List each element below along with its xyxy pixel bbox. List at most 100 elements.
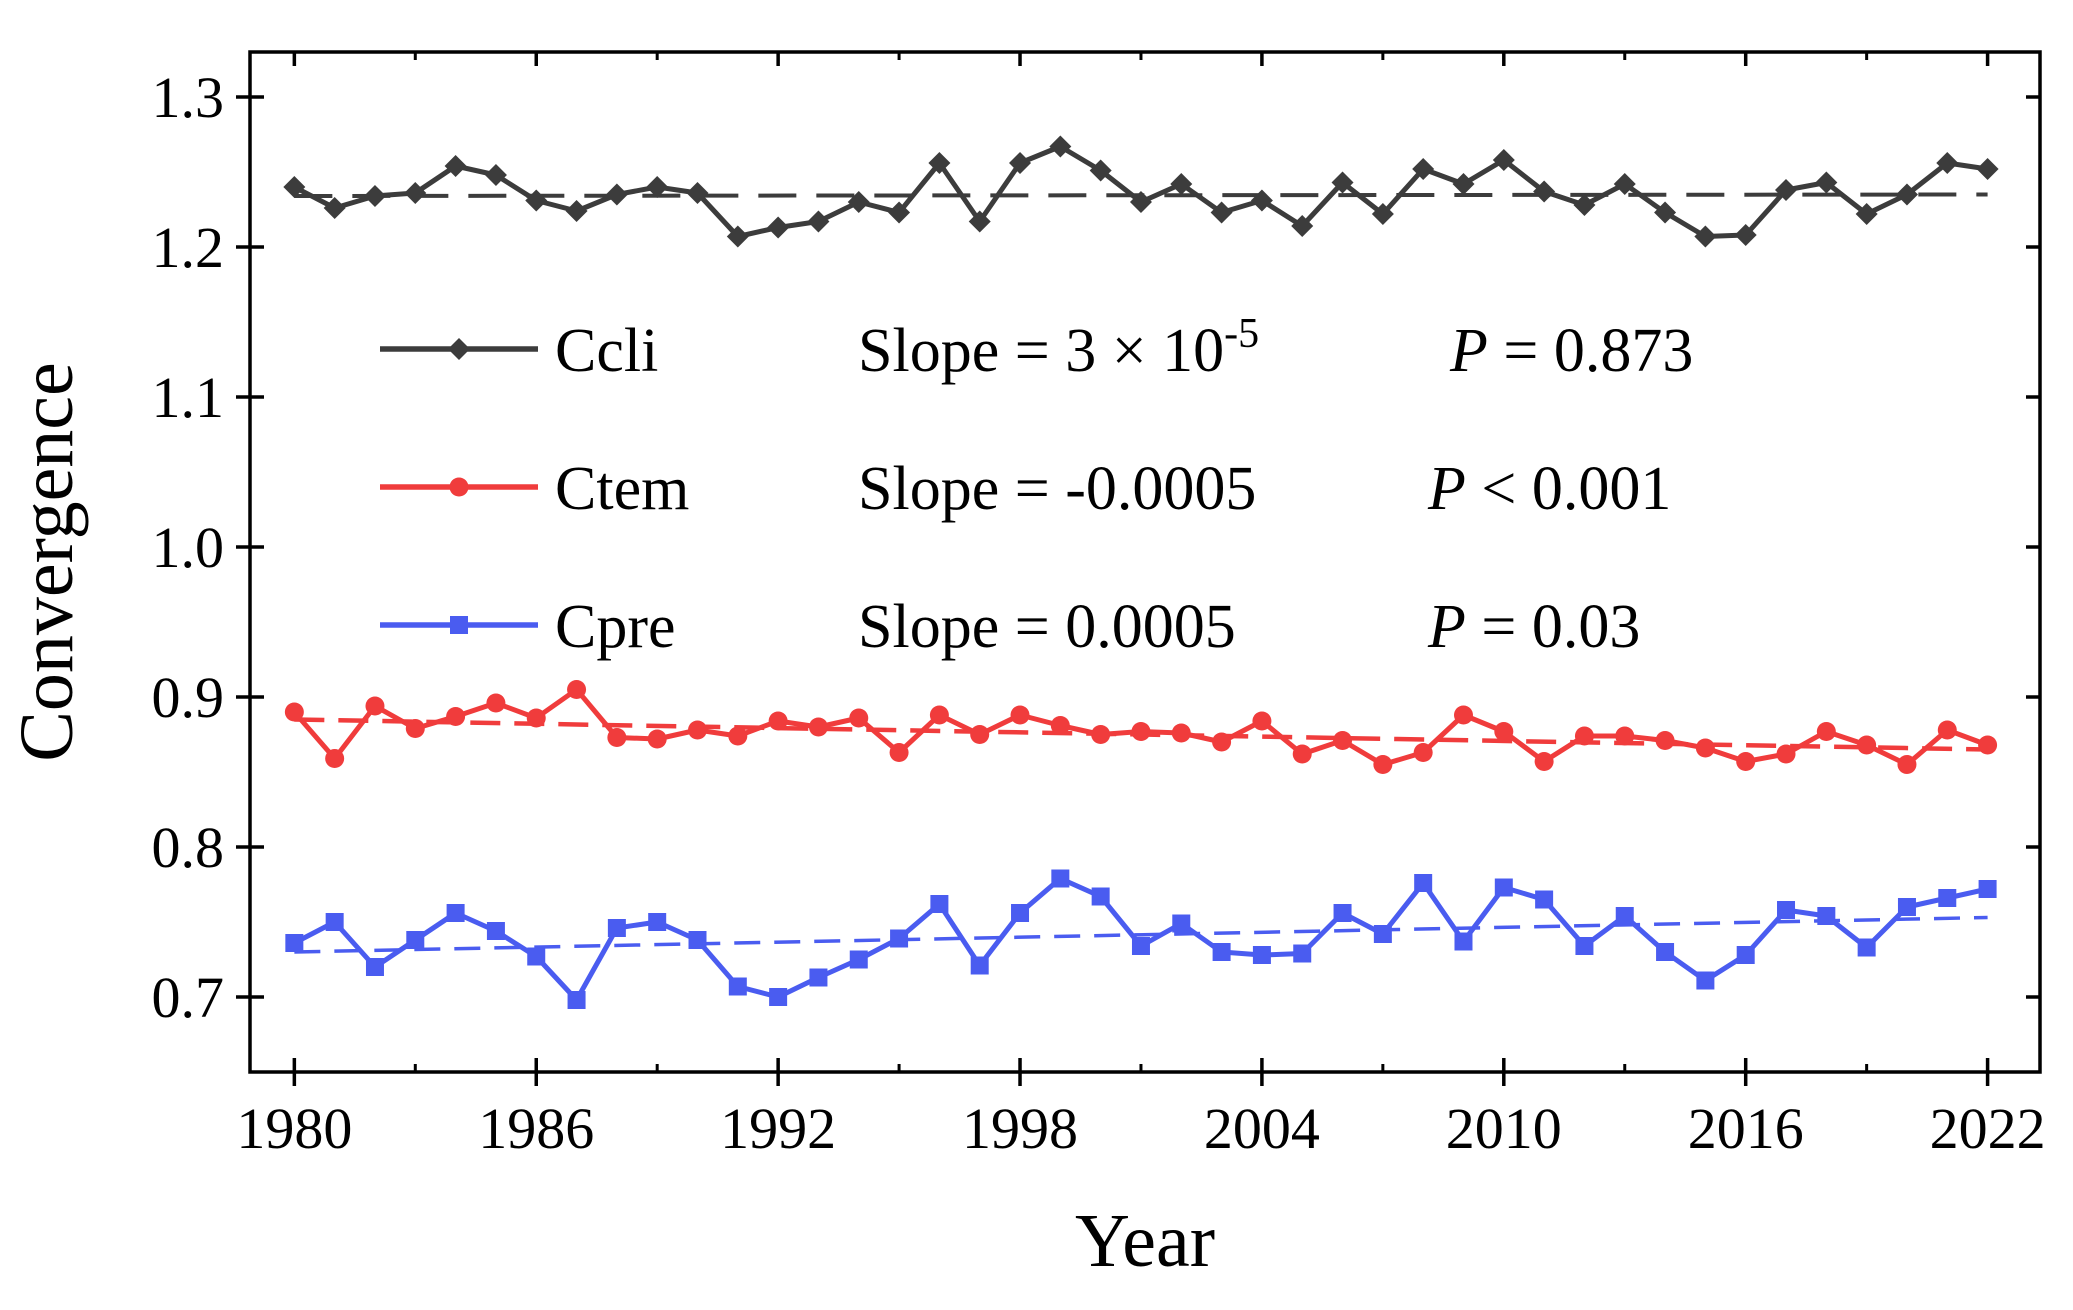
plot-frame	[248, 50, 2042, 1074]
data-point-cpre	[1414, 874, 1433, 892]
data-point-ccli	[1371, 203, 1394, 225]
x-tick-label: 2004	[1204, 1096, 1320, 1161]
y-tick-label: 1.0	[152, 515, 225, 580]
data-point-ctem	[1816, 722, 1836, 741]
data-point-ctem	[607, 728, 627, 747]
data-point-ccli	[1291, 215, 1314, 237]
data-point-ctem	[284, 702, 304, 722]
legend-row-ctem: Ctem Slope = -0.0005 P < 0.001	[380, 455, 1671, 523]
data-point-ccli	[283, 176, 306, 198]
data-point-cpre	[1615, 907, 1634, 925]
data-point-ccli	[726, 225, 749, 248]
data-point-ccli	[484, 164, 507, 186]
legend: Ccli Slope = 3 × 10-5 P = 0.873 Ctem Slope =…	[380, 311, 1693, 661]
data-point-cpre	[1575, 937, 1594, 955]
data-point-ctem	[1494, 722, 1514, 741]
data-point-cpre	[285, 934, 304, 952]
data-point-ccli	[1009, 152, 1032, 174]
data-point-cpre	[607, 919, 626, 937]
data-point-cpre	[1131, 937, 1150, 955]
data-point-ctem	[1373, 755, 1393, 774]
data-point-ctem	[1050, 716, 1070, 735]
data-point-ccli	[1775, 179, 1798, 201]
data-point-ctem	[1212, 732, 1232, 752]
data-point-ctem	[728, 726, 748, 746]
data-point-cpre	[769, 988, 788, 1006]
data-point-ctem	[1776, 744, 1796, 764]
data-point-ctem	[1131, 722, 1151, 741]
data-point-ctem	[1252, 711, 1272, 731]
data-point-ccli	[1331, 171, 1354, 194]
data-point-ctem	[970, 725, 990, 744]
data-point-ctem	[1292, 744, 1312, 764]
data-point-ctem	[1574, 726, 1594, 746]
data-point-ccli	[1210, 201, 1233, 224]
data-point-ctem	[1534, 752, 1554, 771]
data-point-ccli	[1089, 159, 1112, 182]
data-point-ctem	[849, 708, 869, 728]
data-point-ctem	[1413, 743, 1433, 762]
y-tick-label: 1.1	[152, 365, 225, 430]
legend-slope: Slope = -0.0005	[858, 455, 1256, 523]
legend-p-value: P < 0.001	[1427, 455, 1671, 523]
data-point-cpre	[728, 977, 747, 996]
data-point-cpre	[1777, 901, 1796, 919]
legend-marker	[450, 616, 468, 634]
data-point-ctem	[1453, 705, 1473, 725]
y-tick-label: 0.8	[152, 815, 225, 880]
data-point-ccli	[1694, 225, 1717, 248]
data-point-ctem	[647, 729, 667, 749]
data-point-ctem	[325, 749, 345, 768]
data-point-cpre	[1011, 904, 1030, 922]
x-tick-label: 2016	[1688, 1096, 1804, 1161]
data-point-ccli	[1613, 173, 1636, 195]
data-point-cpre	[688, 931, 707, 949]
data-point-cpre	[1212, 943, 1231, 961]
data-point-ccli	[565, 200, 588, 222]
data-point-ctem	[1010, 705, 1030, 725]
legend-slope: Slope = 0.0005	[858, 593, 1236, 661]
data-point-ctem	[365, 696, 385, 716]
data-point-ctem	[567, 680, 587, 699]
data-point-cpre	[1897, 898, 1916, 916]
data-point-cpre	[1938, 889, 1957, 907]
data-point-cpre	[567, 991, 586, 1009]
data-point-cpre	[890, 929, 909, 948]
data-point-ccli	[1533, 180, 1556, 203]
data-point-ctem	[1937, 720, 1957, 740]
data-point-ctem	[1615, 726, 1635, 746]
x-tick-label: 1998	[962, 1096, 1078, 1161]
data-point-ccli	[807, 210, 830, 233]
legend-row-ccli: Ccli Slope = 3 × 10-5 P = 0.873	[380, 311, 1693, 385]
data-point-cpre	[1293, 944, 1312, 963]
legend-p-value: P = 0.873	[1449, 317, 1693, 385]
data-point-cpre	[527, 947, 546, 966]
data-point-cpre	[1857, 938, 1876, 957]
data-point-ctem	[446, 707, 466, 726]
data-point-ccli	[404, 182, 427, 204]
data-point-cpre	[809, 968, 828, 987]
legend-slope: Slope = 3 × 10-5	[858, 311, 1259, 385]
series-cpre	[285, 869, 1997, 1009]
y-tick-label: 0.7	[152, 965, 225, 1030]
x-tick-label: 1992	[720, 1096, 836, 1161]
x-tick-label: 2022	[1930, 1096, 2046, 1161]
legend-p-value: P = 0.03	[1427, 593, 1640, 661]
data-point-ctem	[889, 743, 909, 762]
data-point-cpre	[406, 931, 425, 949]
x-tick-label: 2010	[1446, 1096, 1562, 1161]
data-point-cpre	[446, 904, 465, 922]
data-point-ctem	[1333, 731, 1353, 750]
data-point-ctem	[1897, 755, 1917, 774]
data-point-ccli	[1170, 173, 1193, 195]
data-point-cpre	[849, 950, 868, 969]
data-point-ccli	[1976, 158, 1999, 180]
series-ctem	[284, 680, 1998, 774]
y-tick-label: 0.9	[152, 665, 225, 730]
data-point-cpre	[325, 913, 344, 931]
data-point-ctem	[1171, 723, 1191, 743]
data-point-ctem	[1978, 735, 1998, 755]
data-point-ccli	[1412, 158, 1435, 180]
data-point-cpre	[1817, 907, 1836, 925]
